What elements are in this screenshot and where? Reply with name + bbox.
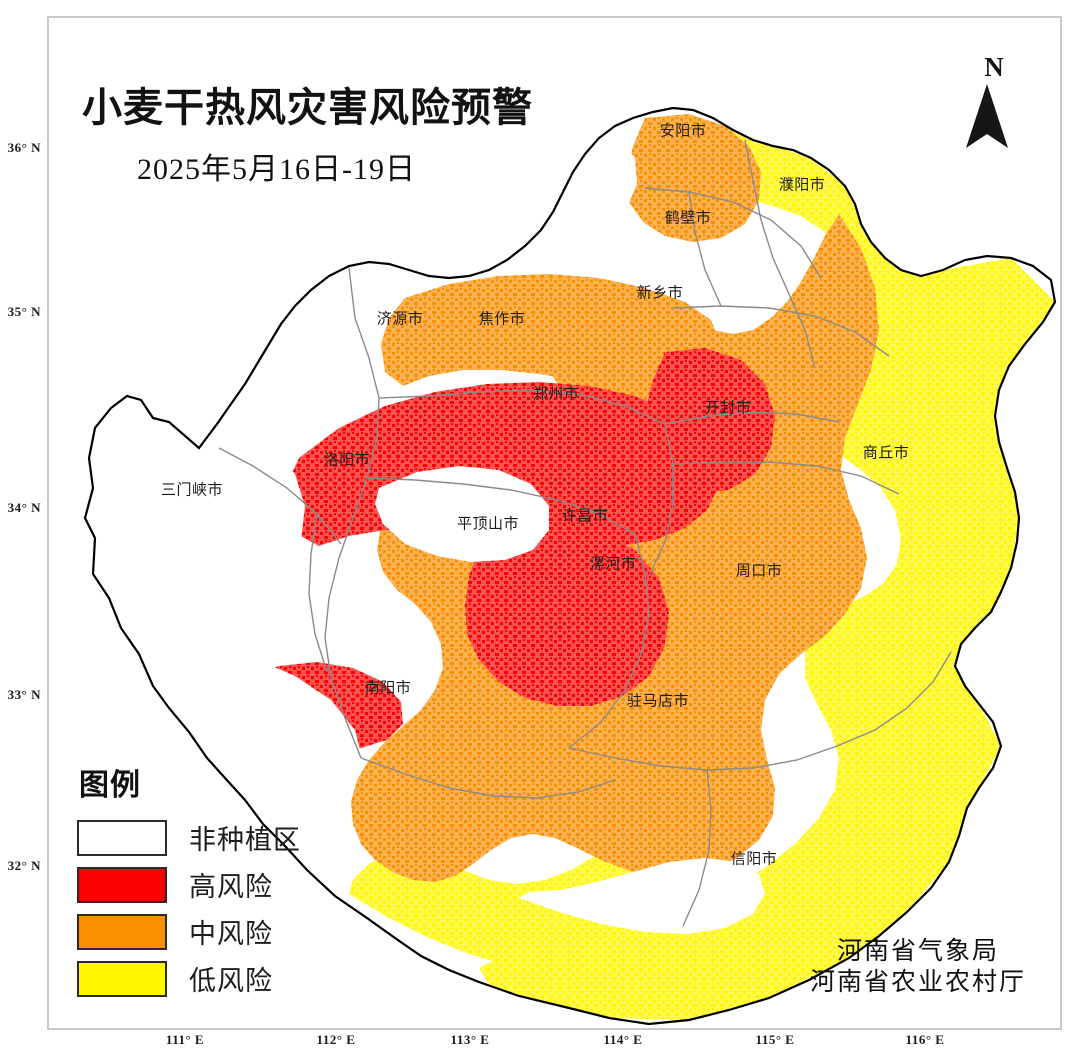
latitude-tick-2: 34° N <box>7 500 41 515</box>
legend-label: 非种植区 <box>189 825 301 855</box>
legend-item-1[interactable]: 高风险 <box>77 865 357 904</box>
longitude-tick-0: 111° E <box>165 1032 205 1047</box>
legend-swatch <box>77 819 167 856</box>
legend-item-0[interactable]: 非种植区 <box>77 818 357 857</box>
north-arrow-icon: N <box>964 52 1024 152</box>
latitude-axis: 36° N 35° N 34° N 33° N 32° N <box>0 0 47 1048</box>
legend-item-2[interactable]: 中风险 <box>77 912 357 951</box>
legend-label: 高风险 <box>189 872 273 902</box>
north-letter: N <box>984 52 1004 82</box>
latitude-tick-4: 32° N <box>7 858 41 873</box>
longitude-tick-3: 114° E <box>603 1032 643 1047</box>
page-subtitle: 2025年5月16日-19日 <box>137 153 416 186</box>
latitude-tick-1: 35° N <box>7 304 41 319</box>
legend-swatch <box>77 866 167 903</box>
legend: 图例 非种植区高风险中风险低风险 <box>77 760 357 1006</box>
longitude-tick-1: 112° E <box>316 1032 356 1047</box>
latitude-tick-3: 33° N <box>7 687 41 702</box>
legend-swatch <box>77 913 167 950</box>
legend-label: 低风险 <box>189 966 273 996</box>
province-outline <box>83 106 1057 1026</box>
legend-rows: 非种植区高风险中风险低风险 <box>77 818 357 998</box>
legend-item-3[interactable]: 低风险 <box>77 959 357 998</box>
legend-heading: 图例 <box>79 769 141 802</box>
longitude-tick-4: 115° E <box>755 1032 795 1047</box>
longitude-axis: 111° E 112° E 113° E 114° E 115° E 116° E <box>0 1030 1080 1048</box>
north-arrow-glyph <box>964 84 1024 150</box>
credit-line-1: 河南省气象局 <box>836 937 999 965</box>
page-title: 小麦干热风灾害风险预警 <box>82 86 533 130</box>
prefecture-borders <box>218 139 952 927</box>
latitude-tick-0: 36° N <box>7 140 41 155</box>
map-frame: 安阳市 濮阳市 鹤壁市 新乡市 济源市 焦作市 郑州市 开封市 商丘市 洛阳市 三门峡市 平顶山市 许昌… <box>47 16 1062 1030</box>
credits: 河南省气象局 河南省农业农村厅 <box>810 936 1026 999</box>
henan-risk-map[interactable] <box>49 18 1060 1028</box>
credit-line-2: 河南省农业农村厅 <box>809 968 1026 996</box>
longitude-tick-2: 113° E <box>450 1032 490 1047</box>
legend-swatch <box>77 960 167 997</box>
legend-label: 中风险 <box>189 919 273 949</box>
longitude-tick-5: 116° E <box>905 1032 945 1047</box>
